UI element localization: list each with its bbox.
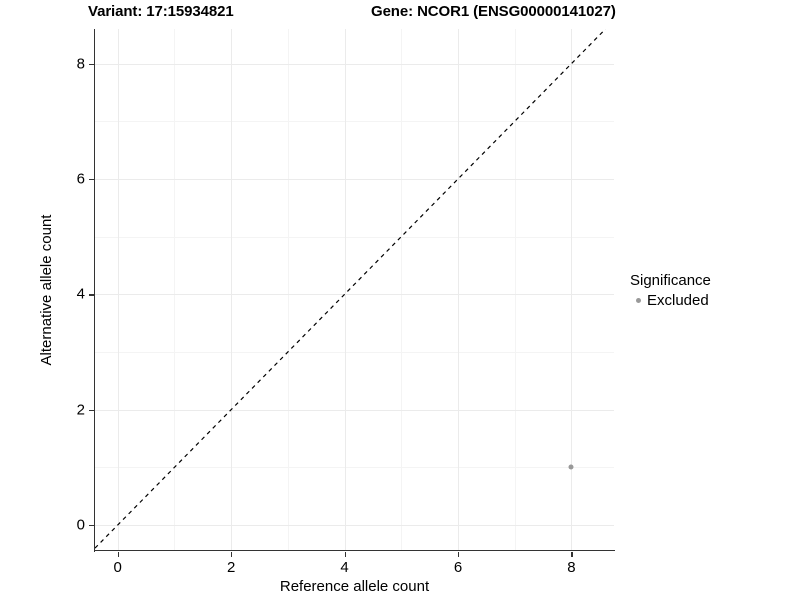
gridline-vertical-1 xyxy=(174,29,176,551)
legend-key-icon xyxy=(630,292,647,309)
y-tick-0 xyxy=(89,525,94,527)
y-tick-label-6: 6 xyxy=(76,170,85,188)
legend-dot-icon xyxy=(636,298,641,303)
legend-item-label: Excluded xyxy=(647,292,709,309)
legend: Significance Excluded xyxy=(630,272,795,310)
variant-title: Variant: 17:15934821 xyxy=(88,3,234,20)
data-point[interactable] xyxy=(568,464,574,470)
gridline-vertical-5 xyxy=(401,29,403,551)
y-axis-title: Alternative allele count xyxy=(38,214,55,366)
legend-item-excluded[interactable]: Excluded xyxy=(630,291,795,310)
gridline-vertical-6 xyxy=(458,29,460,551)
gridline-vertical-0 xyxy=(117,29,119,551)
gridline-vertical-7 xyxy=(514,29,516,551)
x-tick-8 xyxy=(571,552,573,557)
identity-reference-line xyxy=(95,29,606,549)
y-tick-label-0: 0 xyxy=(76,516,85,534)
gridline-vertical-4 xyxy=(344,29,346,551)
x-tick-label-4: 4 xyxy=(340,559,349,576)
y-tick-label-2: 2 xyxy=(76,401,85,419)
x-tick-2 xyxy=(231,552,233,557)
gridline-horizontal-4 xyxy=(95,294,614,296)
gridline-horizontal-0 xyxy=(95,525,614,527)
x-tick-label-2: 2 xyxy=(226,559,236,576)
gridline-horizontal-3 xyxy=(95,352,614,353)
y-tick-label-8: 8 xyxy=(76,55,85,73)
y-axis-line xyxy=(94,29,96,552)
gridline-vertical-2 xyxy=(231,29,233,551)
gridline-horizontal-2 xyxy=(95,409,614,411)
x-tick-label-8: 8 xyxy=(567,559,576,576)
legend-title: Significance xyxy=(630,272,711,289)
gridline-horizontal-7 xyxy=(95,121,614,123)
y-tick-4 xyxy=(89,294,94,296)
gene-title: Gene: NCOR1 (ENSG00000141027) xyxy=(371,3,616,20)
y-tick-2 xyxy=(89,409,94,411)
gridline-horizontal-5 xyxy=(95,236,614,238)
gridline-horizontal-6 xyxy=(95,178,614,180)
x-tick-4 xyxy=(344,552,346,557)
x-axis-title: Reference allele count xyxy=(279,578,430,595)
chart-title-row: Variant: 17:15934821 Gene: NCOR1 (ENSG00… xyxy=(0,3,800,25)
x-tick-label-0: 0 xyxy=(113,559,122,576)
legend-items: Excluded xyxy=(630,291,795,310)
x-tick-0 xyxy=(117,552,119,557)
y-tick-label-4: 4 xyxy=(76,285,85,303)
gridline-horizontal-1 xyxy=(95,467,614,469)
x-tick-6 xyxy=(458,552,460,557)
gridline-vertical-8 xyxy=(571,29,573,551)
gridline-vertical-3 xyxy=(287,29,289,551)
plot-panel xyxy=(95,29,614,551)
y-tick-6 xyxy=(89,178,94,181)
x-axis-line xyxy=(94,550,615,552)
x-tick-label-6: 6 xyxy=(453,559,463,576)
gridline-horizontal-8 xyxy=(95,63,614,65)
y-tick-8 xyxy=(89,63,94,65)
